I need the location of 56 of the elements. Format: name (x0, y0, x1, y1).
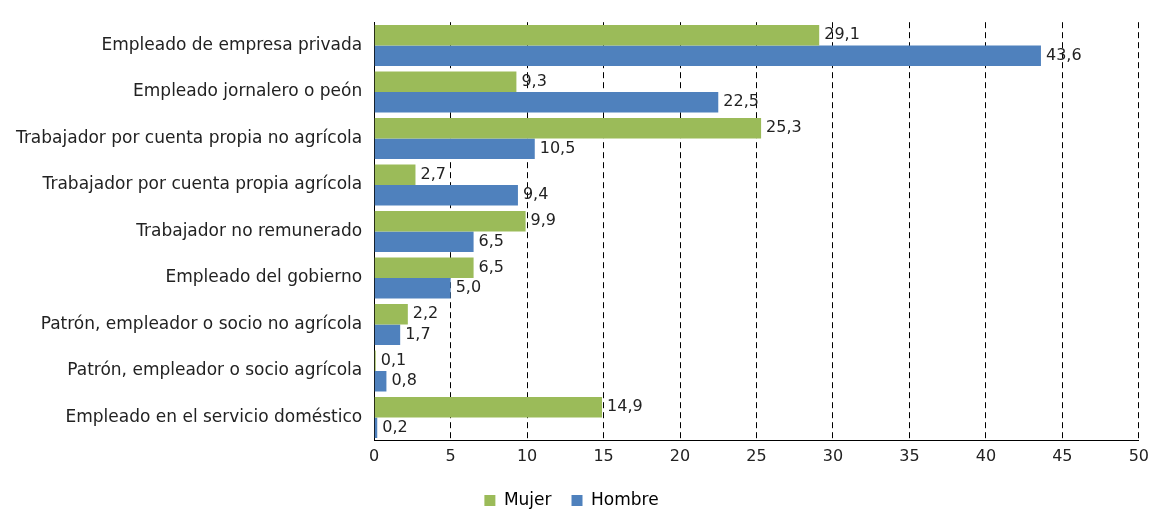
data-label: 0,1 (380, 349, 407, 369)
data-label: 1,7 (405, 323, 431, 343)
bar (374, 71, 517, 92)
y-tick-label: Patrón, empleador o socio agrícola (67, 359, 363, 380)
bar (374, 304, 408, 325)
y-tick-label: Trabajador por cuenta propia agrícola (41, 173, 363, 194)
bar (374, 164, 416, 185)
data-label: 6,5 (478, 230, 505, 250)
bar (374, 184, 518, 206)
data-label: 22,5 (723, 91, 759, 111)
x-tick-label: 20 (669, 445, 691, 465)
y-tick-label: Patrón, empleador o socio no agrícola (40, 312, 363, 333)
data-label: 29,1 (824, 24, 860, 44)
bar (374, 324, 401, 345)
bar (374, 371, 387, 392)
bar (374, 211, 526, 232)
y-tick-label: Empleado del gobierno (165, 266, 363, 287)
y-tick-label: Trabajador por cuenta propia no agrícola (15, 126, 363, 147)
x-tick-label: 30 (822, 445, 844, 465)
bar (374, 118, 762, 139)
legend-label: Mujer (503, 488, 552, 509)
data-label: 0,2 (382, 416, 408, 436)
data-label: 2,7 (420, 163, 446, 183)
y-tick-label: Empleado de empresa privada (101, 33, 363, 54)
bar (374, 231, 474, 252)
x-tick-label: 15 (593, 445, 614, 465)
data-label: 43,6 (1045, 44, 1082, 64)
data-label: 25,3 (766, 117, 802, 137)
data-label: 9,9 (530, 210, 557, 230)
bar (374, 278, 451, 299)
y-tick-label: Trabajador no remunerado (135, 219, 363, 240)
x-tick-label: 35 (899, 445, 920, 465)
data-label: 6,5 (478, 256, 505, 276)
data-label: 9,3 (521, 70, 547, 90)
x-tick-label: 50 (1128, 445, 1149, 465)
bar (374, 138, 535, 159)
x-tick-label: 40 (975, 445, 997, 465)
y-tick-label: Empleado jornalero o peón (133, 80, 363, 101)
bar (374, 257, 474, 279)
y-tick-label: Empleado en el servicio doméstico (65, 405, 363, 426)
data-label: 0,8 (391, 370, 417, 390)
x-tick-label: 45 (1052, 445, 1073, 465)
x-tick-label: 5 (445, 445, 456, 465)
bar (374, 24, 820, 46)
data-label: 9,4 (522, 184, 549, 204)
bar (374, 397, 603, 418)
data-label: 10,5 (539, 137, 576, 157)
x-tick-label: 25 (746, 445, 767, 465)
x-tick-label: 0 (369, 445, 380, 465)
data-label: 14,9 (607, 396, 643, 416)
bar (374, 45, 1041, 66)
legend-label: Hombre (591, 488, 659, 509)
data-label: 5,0 (455, 277, 482, 297)
x-tick-label: 10 (516, 445, 538, 465)
data-label: 2,2 (412, 303, 439, 323)
bar (374, 91, 719, 113)
